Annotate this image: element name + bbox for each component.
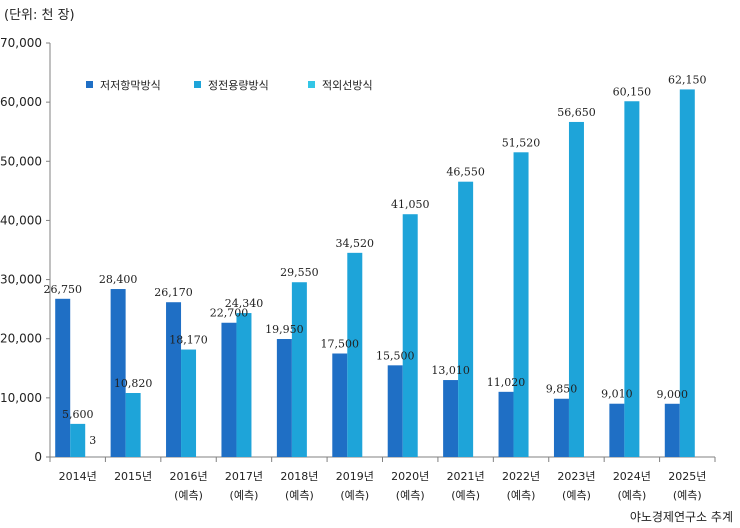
- x-axis: 2014년 2015년 2016년 (예측) 2017년 (예측) 2018년 (예측) 201…: [49, 456, 716, 502]
- bar: [181, 349, 197, 457]
- bar: [553, 398, 569, 457]
- data-label: 26,170: [154, 286, 193, 299]
- data-label: 26,750: [43, 283, 82, 296]
- bar: [332, 353, 348, 457]
- bar: [221, 322, 237, 457]
- bar: [664, 403, 680, 457]
- x-tick-note: (예측): [451, 489, 480, 502]
- y-tick-label: 30,000: [0, 273, 42, 287]
- x-tick-label: 2017년: [225, 470, 263, 483]
- legend-swatch: [86, 81, 93, 88]
- x-tick-label: 2018년: [280, 470, 318, 483]
- y-tick-label: 20,000: [0, 332, 42, 346]
- data-label: 41,050: [391, 198, 430, 211]
- x-tick-label: 2021년: [447, 470, 485, 483]
- x-tick-label: 2015년: [114, 470, 152, 483]
- legend: 저저항막방식 정전용량방식 적외선방식: [86, 79, 373, 92]
- data-label: 11,020: [487, 376, 526, 389]
- x-tick-note: (예측): [507, 489, 536, 502]
- bar: [624, 101, 640, 458]
- y-tick-label: 0: [34, 450, 42, 464]
- bar: [568, 121, 584, 457]
- x-tick-note: (예측): [340, 489, 369, 502]
- legend-label: 저저항막방식: [100, 79, 161, 92]
- data-label: 62,150: [668, 73, 707, 86]
- bar: [70, 423, 86, 457]
- data-label: 5,600: [62, 408, 94, 421]
- bar: [166, 302, 182, 457]
- x-tick-note: (예측): [396, 489, 425, 502]
- bar: [443, 380, 459, 457]
- data-label: 13,010: [431, 364, 470, 377]
- data-label: 10,820: [114, 377, 153, 390]
- data-label: 17,500: [321, 338, 360, 351]
- bar: [347, 252, 363, 457]
- data-label: 19,950: [265, 323, 304, 336]
- data-label: 24,340: [225, 297, 264, 310]
- data-label: 18,170: [169, 334, 208, 347]
- bar: [125, 393, 141, 457]
- y-tick-label: 10,000: [0, 391, 42, 405]
- x-tick-note: (예측): [673, 489, 702, 502]
- bar: [236, 313, 252, 457]
- data-label: 56,650: [557, 106, 596, 119]
- bar: [276, 339, 292, 457]
- bar: [402, 214, 418, 457]
- bar: [458, 181, 474, 457]
- y-axis: 0 10,000 20,000 30,000 40,000 50,000 60,000 70,…: [0, 36, 51, 464]
- bar: [498, 391, 514, 457]
- legend-swatch: [308, 81, 315, 88]
- y-tick-label: 40,000: [0, 213, 42, 227]
- y-tick-label: 60,000: [0, 95, 42, 109]
- bar: [291, 282, 307, 457]
- bar: [679, 89, 695, 458]
- bar: [110, 289, 126, 457]
- data-label: 28,400: [99, 273, 138, 286]
- data-label: 22,700: [210, 307, 249, 320]
- data-label: 3: [89, 434, 96, 447]
- x-tick-note: (예측): [230, 489, 259, 502]
- data-label: 9,850: [546, 383, 578, 396]
- data-label: 34,520: [336, 237, 375, 250]
- data-label: 46,550: [446, 166, 485, 179]
- bar: [609, 403, 625, 457]
- x-tick-label: 2023년: [557, 470, 595, 483]
- source-label: 야노경제연구소 추계: [630, 510, 733, 524]
- data-label: 9,000: [657, 388, 689, 401]
- x-tick-label: 2019년: [336, 470, 374, 483]
- legend-swatch: [194, 81, 201, 88]
- x-tick-label: 2022년: [502, 470, 540, 483]
- x-tick-note: (예측): [285, 489, 314, 502]
- bars-group: [55, 89, 695, 458]
- data-label: 29,550: [280, 266, 319, 279]
- legend-label: 정전용량방식: [208, 79, 269, 92]
- data-labels-group: 26,750 28,400 26,170 22,700 19,950 17,500 15,5…: [43, 73, 706, 447]
- bar: [387, 365, 403, 457]
- data-label: 15,500: [376, 349, 415, 362]
- x-tick-note: (예측): [562, 489, 591, 502]
- x-tick-label: 2016년: [169, 470, 207, 483]
- x-tick-label: 2020년: [391, 470, 429, 483]
- bar: [55, 298, 71, 457]
- y-tick-label: 50,000: [0, 154, 42, 168]
- x-tick-label: 2024년: [613, 470, 651, 483]
- data-label: 9,010: [601, 388, 633, 401]
- legend-label: 적외선방식: [322, 79, 373, 92]
- unit-label: (단위: 천 장): [4, 8, 75, 23]
- y-tick-label: 70,000: [0, 36, 42, 50]
- x-tick-note: (예측): [174, 489, 203, 502]
- x-tick-label: 2025년: [668, 470, 706, 483]
- data-label: 60,150: [613, 85, 652, 98]
- bar: [513, 152, 529, 457]
- x-tick-label: 2014년: [59, 470, 97, 483]
- data-label: 51,520: [502, 136, 541, 149]
- x-tick-note: (예측): [617, 489, 646, 502]
